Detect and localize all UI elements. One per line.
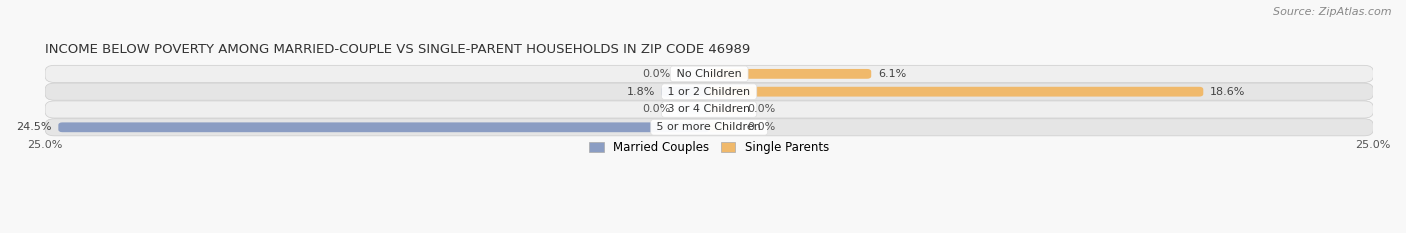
FancyBboxPatch shape <box>45 65 1374 82</box>
Text: 1.8%: 1.8% <box>626 87 655 97</box>
Text: Source: ZipAtlas.com: Source: ZipAtlas.com <box>1274 7 1392 17</box>
FancyBboxPatch shape <box>58 122 709 132</box>
FancyBboxPatch shape <box>45 83 1374 100</box>
Text: 6.1%: 6.1% <box>877 69 905 79</box>
Text: 0.0%: 0.0% <box>643 69 671 79</box>
FancyBboxPatch shape <box>709 122 741 132</box>
Text: 0.0%: 0.0% <box>748 122 776 132</box>
Text: 3 or 4 Children: 3 or 4 Children <box>665 104 754 114</box>
FancyBboxPatch shape <box>678 69 709 79</box>
Text: 0.0%: 0.0% <box>643 104 671 114</box>
FancyBboxPatch shape <box>45 119 1374 136</box>
Text: 1 or 2 Children: 1 or 2 Children <box>665 87 754 97</box>
FancyBboxPatch shape <box>661 87 709 96</box>
Text: 24.5%: 24.5% <box>17 122 52 132</box>
Text: 0.0%: 0.0% <box>748 104 776 114</box>
FancyBboxPatch shape <box>709 87 1204 96</box>
FancyBboxPatch shape <box>709 105 741 114</box>
FancyBboxPatch shape <box>678 105 709 114</box>
Text: INCOME BELOW POVERTY AMONG MARRIED-COUPLE VS SINGLE-PARENT HOUSEHOLDS IN ZIP COD: INCOME BELOW POVERTY AMONG MARRIED-COUPL… <box>45 43 751 56</box>
Legend: Married Couples, Single Parents: Married Couples, Single Parents <box>585 137 834 159</box>
FancyBboxPatch shape <box>45 101 1374 118</box>
Text: 5 or more Children: 5 or more Children <box>654 122 765 132</box>
Text: No Children: No Children <box>673 69 745 79</box>
Text: 18.6%: 18.6% <box>1211 87 1246 97</box>
FancyBboxPatch shape <box>709 69 872 79</box>
